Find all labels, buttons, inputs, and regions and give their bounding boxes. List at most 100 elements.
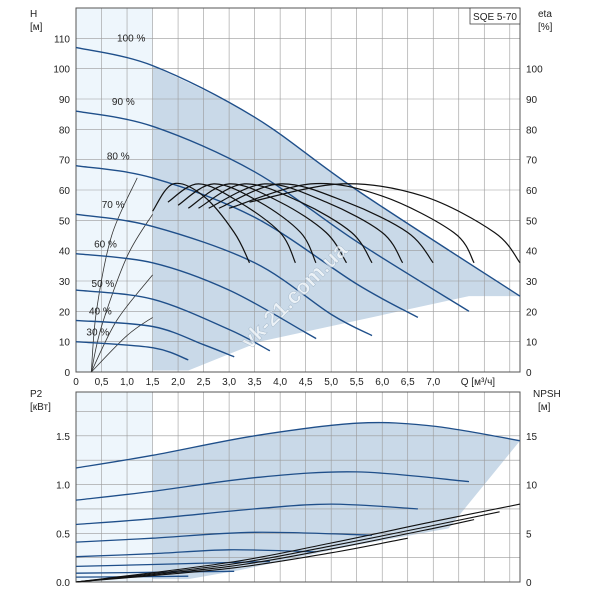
npsh-unit: [м] [538,402,551,413]
npsh-tick-label: 0 [526,578,532,589]
efficiency-curve [198,183,373,264]
y-right-tick-label: 60 [526,186,538,197]
x-tick-label: 6,0 [375,377,389,388]
y-left-tick-label: 30 [59,277,71,288]
y-left-tick-label: 70 [59,156,71,167]
y-left-tick-label: 110 [54,34,70,45]
p2-unit: [кВт] [30,402,51,413]
efficiency-curve [167,183,296,264]
head-curve-70 [75,213,373,337]
y-right-tick-label: 80 [526,125,538,136]
system-curve [90,214,153,373]
power-curve-100 [75,421,521,469]
bottom-plot-low-flow-band [76,392,153,582]
head-curve-90 [75,110,470,312]
x-tick-label: 1,0 [120,377,134,388]
speed-label: 40 % [89,306,112,317]
head-curve-50 [75,289,271,352]
x-tick-label: 6,5 [401,377,415,388]
y-left-tick-label: 100 [53,65,70,76]
efficiency-curve [218,183,434,264]
system-curve [90,274,153,373]
x-tick-label: 1,5 [146,377,160,388]
chart-title: SQE 5-70 [473,12,517,23]
y-right-title: eta [538,9,552,20]
y-right-tick-label: 40 [526,247,538,258]
y-left-tick-label: 40 [59,247,71,258]
y-right-tick-label: 100 [526,65,543,76]
system-curve [91,317,153,373]
y-left-tick-label: 80 [59,125,71,136]
speed-label: 60 % [94,240,117,251]
npsh-tick-label: 10 [526,481,538,492]
head-curve-80 [75,165,419,319]
x-tick-label: 4,0 [273,377,287,388]
x-tick-label: 2,0 [171,377,185,388]
speed-label: 30 % [86,328,109,339]
power-curve-30 [75,575,189,578]
x-tick-label: 3,5 [248,377,262,388]
npsh-tick-label: 15 [526,432,538,443]
efficiency-curve [228,182,475,264]
y-right-tick-label: 30 [526,277,538,288]
y-right-tick-label: 70 [526,156,538,167]
y-right-unit: [%] [538,22,553,33]
npsh-curve [75,537,408,583]
npsh-tick-label: 5 [526,529,532,540]
x-tick-label: 3,0 [222,377,236,388]
speed-label: 90 % [112,97,135,108]
y-left-tick-label: 10 [59,338,71,349]
y-right-tick-label: 20 [526,307,538,318]
y-left-tick-label: 0 [64,368,70,379]
y-right-tick-label: 50 [526,216,538,227]
y-left-tick-label: 60 [59,186,71,197]
bottom-plot-frame [75,391,521,583]
speed-label: 50 % [92,279,115,290]
efficiency-curve [249,183,521,264]
x-tick-label: 5,0 [324,377,338,388]
x-axis-title: Q [м³/ч] [461,377,496,388]
npsh-curve [75,511,500,583]
title-box [469,7,521,25]
top-operating-region [152,65,520,371]
x-tick-label: 4,5 [299,377,313,388]
p2-title: P2 [30,389,43,400]
npsh-title: NPSH [533,389,561,400]
y-right-tick-label: 90 [526,95,538,106]
x-tick-label: 7,0 [426,377,440,388]
y-left-title: H [30,9,37,20]
y-left-tick-label: 50 [59,216,71,227]
x-tick-label: 2,5 [197,377,211,388]
x-tick-label: 5,5 [350,377,364,388]
power-curve-90 [75,471,470,501]
y-left-tick-label: 20 [59,307,71,318]
bottom-operating-region [152,422,520,580]
power-curve-80 [75,503,418,526]
npsh-curve [75,519,475,583]
p2-tick-label: 1.5 [56,432,70,443]
top-plot-frame [75,7,521,373]
speed-label: 80 % [107,152,130,163]
p2-tick-label: 1.0 [56,481,70,492]
speed-label: 70 % [102,200,125,211]
efficiency-curve [208,183,404,264]
npsh-curve [75,503,521,583]
head-curve-100 [75,46,521,297]
y-left-tick-label: 90 [59,95,71,106]
y-left-unit: [м] [30,22,43,33]
efficiency-curve [177,183,317,264]
p2-tick-label: 0.5 [56,529,70,540]
head-curve-30 [75,341,189,361]
p2-tick-label: 0.0 [56,578,70,589]
head-curve-60 [75,253,317,340]
power-curve-70 [75,531,373,543]
system-curve [90,177,138,373]
efficiency-curve [187,183,348,264]
speed-label: 100 % [117,33,145,44]
y-right-tick-label: 0 [526,368,532,379]
y-right-tick-label: 10 [526,338,538,349]
x-tick-label: 0 [73,377,79,388]
x-tick-label: 0,5 [95,377,109,388]
